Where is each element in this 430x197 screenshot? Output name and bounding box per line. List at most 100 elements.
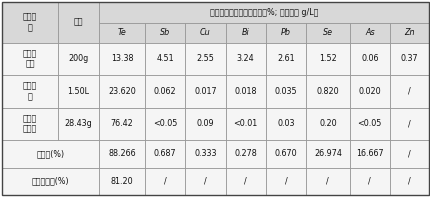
Bar — [389, 168, 428, 195]
Text: 1.52: 1.52 — [318, 54, 336, 63]
Bar — [225, 140, 265, 168]
Text: 200g: 200g — [68, 54, 89, 63]
Text: 1.50L: 1.50L — [68, 87, 89, 96]
Bar — [185, 75, 225, 108]
Bar — [2, 168, 99, 195]
Bar — [145, 108, 185, 140]
Bar — [58, 43, 99, 75]
Bar — [99, 140, 145, 168]
Text: /: / — [407, 87, 410, 96]
Text: 76.42: 76.42 — [111, 119, 133, 128]
Bar — [145, 23, 185, 43]
Bar — [349, 23, 389, 43]
Bar — [58, 108, 99, 140]
Text: Se: Se — [322, 29, 332, 37]
Bar — [265, 75, 305, 108]
Text: 数量: 数量 — [74, 18, 83, 27]
Bar — [265, 43, 305, 75]
Bar — [185, 108, 225, 140]
Text: /: / — [407, 119, 410, 128]
Text: 碲浸出
液: 碲浸出 液 — [23, 82, 37, 101]
Text: /: / — [407, 149, 410, 158]
Text: 含碲苏
打渣: 含碲苏 打渣 — [23, 49, 37, 69]
Bar — [265, 108, 305, 140]
Bar — [389, 140, 428, 168]
Text: 4.51: 4.51 — [156, 54, 174, 63]
Text: 88.266: 88.266 — [108, 149, 135, 158]
Bar — [185, 168, 225, 195]
Text: 3.24: 3.24 — [237, 54, 254, 63]
Bar — [225, 23, 265, 43]
Bar — [389, 75, 428, 108]
Text: As: As — [364, 29, 374, 37]
Text: 0.062: 0.062 — [154, 87, 176, 96]
Bar — [99, 75, 145, 108]
Bar — [305, 43, 349, 75]
Bar — [225, 75, 265, 108]
Bar — [349, 140, 389, 168]
Bar — [389, 108, 428, 140]
Bar — [265, 108, 305, 140]
Text: 物料名
称: 物料名 称 — [23, 13, 37, 32]
Text: <0.05: <0.05 — [357, 119, 381, 128]
Bar — [305, 108, 349, 140]
Bar — [2, 43, 58, 75]
Text: /: / — [368, 177, 370, 186]
Text: 0.017: 0.017 — [194, 87, 216, 96]
Bar — [99, 75, 145, 108]
Bar — [265, 75, 305, 108]
Bar — [58, 75, 99, 108]
Bar — [305, 75, 349, 108]
Bar — [305, 43, 349, 75]
Bar — [305, 75, 349, 108]
Bar — [349, 75, 389, 108]
Text: 0.09: 0.09 — [196, 119, 214, 128]
Text: 2.61: 2.61 — [276, 54, 294, 63]
Bar — [145, 43, 185, 75]
Bar — [58, 2, 99, 43]
Text: 0.333: 0.333 — [194, 149, 216, 158]
Text: 0.20: 0.20 — [318, 119, 336, 128]
Bar — [349, 23, 389, 43]
Bar — [225, 43, 265, 75]
Bar — [2, 140, 99, 168]
Text: /: / — [203, 177, 206, 186]
Bar — [389, 43, 428, 75]
Bar — [145, 23, 185, 43]
Text: 0.03: 0.03 — [276, 119, 294, 128]
Bar — [2, 168, 99, 195]
Bar — [225, 168, 265, 195]
Bar — [349, 140, 389, 168]
Text: 二氧化
碲粗品: 二氧化 碲粗品 — [23, 114, 37, 134]
Bar — [349, 75, 389, 108]
Text: Pb: Pb — [280, 29, 290, 37]
Text: Te: Te — [117, 29, 126, 37]
Text: 2.55: 2.55 — [196, 54, 214, 63]
Bar — [225, 75, 265, 108]
Bar — [58, 2, 99, 43]
Bar — [99, 23, 145, 43]
Bar — [99, 140, 145, 168]
Bar — [349, 108, 389, 140]
Bar — [349, 43, 389, 75]
Bar — [349, 108, 389, 140]
Bar — [99, 2, 428, 23]
Text: 0.035: 0.035 — [274, 87, 297, 96]
Bar — [2, 43, 58, 75]
Bar — [305, 108, 349, 140]
Bar — [305, 23, 349, 43]
Text: /: / — [244, 177, 246, 186]
Bar — [185, 108, 225, 140]
Bar — [2, 2, 58, 43]
Bar — [389, 23, 428, 43]
Bar — [265, 23, 305, 43]
Bar — [2, 140, 99, 168]
Bar — [99, 2, 428, 23]
Bar — [99, 43, 145, 75]
Bar — [145, 108, 185, 140]
Text: Bi: Bi — [241, 29, 249, 37]
Text: 26.974: 26.974 — [313, 149, 341, 158]
Bar — [225, 140, 265, 168]
Bar — [145, 140, 185, 168]
Bar — [2, 2, 58, 43]
